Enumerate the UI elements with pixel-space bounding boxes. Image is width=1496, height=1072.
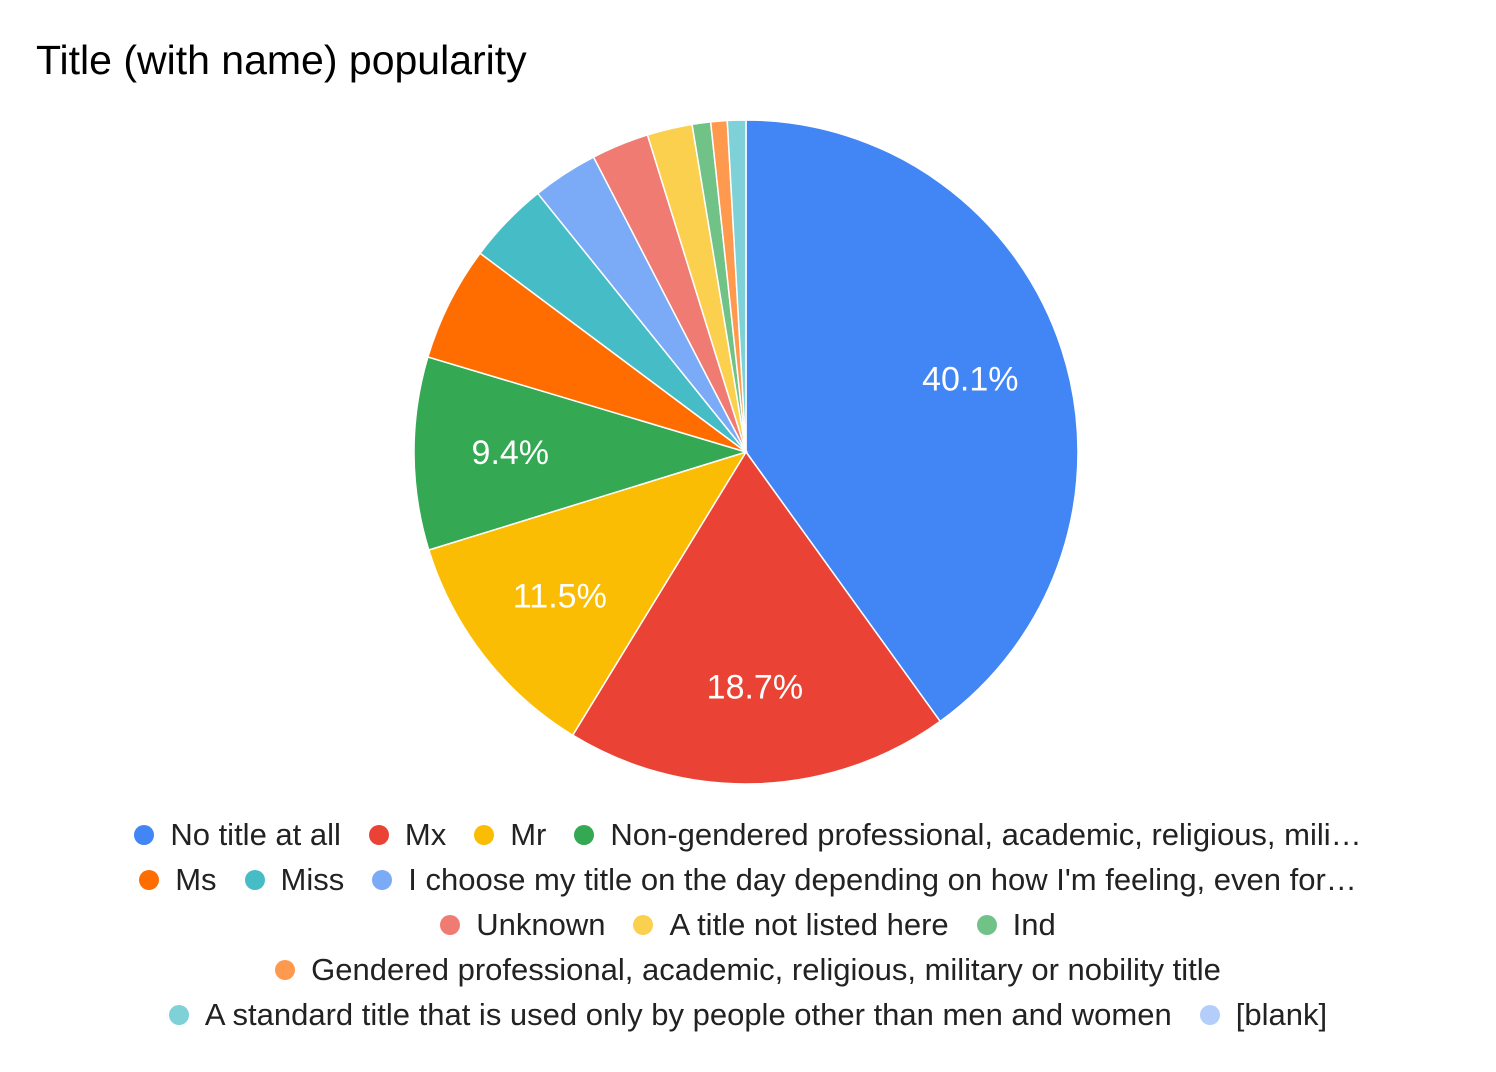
pie-chart: 40.1% 18.7% 11.5% 9.4%: [413, 119, 1079, 785]
legend-label: [blank]: [1235, 996, 1328, 1032]
legend-label: A standard title that is used only by pe…: [204, 996, 1172, 1032]
legend-label: Mr: [510, 816, 547, 852]
pie-slice[interactable]: [413, 356, 749, 551]
legend-swatch: [574, 824, 595, 845]
slice-data-label: 11.5%: [513, 578, 607, 616]
legend-item[interactable]: [blank]: [1199, 996, 1328, 1033]
legend-item[interactable]: Mr: [474, 817, 546, 853]
legend-row: Ms Miss I choose my title on the day dep…: [0, 857, 1496, 902]
legend-label: Non-gendered professional, academic, rel…: [610, 816, 1362, 852]
legend-item[interactable]: Miss: [244, 861, 345, 898]
legend-swatch: [368, 824, 389, 845]
legend-swatch: [1199, 1004, 1220, 1025]
pie-slice[interactable]: [745, 119, 1079, 723]
legend-row: No title at all Mx Mr Non-gendered profe…: [0, 812, 1496, 857]
legend-swatch: [976, 914, 997, 935]
legend-swatch: [139, 869, 160, 890]
legend-label: Mx: [404, 816, 447, 852]
legend-row: Gendered professional, academic, religio…: [0, 947, 1496, 992]
legend-label: Ind: [1012, 906, 1056, 942]
pie-slice[interactable]: [726, 119, 747, 453]
pie-slice[interactable]: [427, 450, 748, 737]
slice-data-label: 9.4%: [472, 434, 550, 472]
legend-item[interactable]: I choose my title on the day depending o…: [372, 862, 1357, 898]
legend-row: A standard title that is used only by pe…: [0, 992, 1496, 1037]
chart-title: Title (with name) popularity: [36, 37, 527, 83]
legend-label: No title at all: [170, 816, 341, 852]
slice-data-label: 18.7%: [707, 669, 803, 707]
legend-item[interactable]: Unknown: [440, 907, 605, 943]
legend-item[interactable]: Mx: [368, 816, 447, 853]
legend-swatch: [275, 959, 296, 980]
legend-swatch: [633, 914, 654, 935]
legend-label: Miss: [280, 861, 345, 897]
legend-swatch: [440, 914, 461, 935]
legend-item[interactable]: Ms: [139, 861, 217, 898]
legend-swatch: [244, 869, 265, 890]
legend-label: Ms: [175, 861, 217, 897]
legend-item[interactable]: A standard title that is used only by pe…: [168, 996, 1172, 1033]
legend-label: Gendered professional, academic, religio…: [311, 951, 1221, 987]
legend-item[interactable]: A title not listed here: [633, 906, 949, 943]
legend-swatch: [372, 869, 393, 890]
legend-row: Unknown A title not listed here Ind: [0, 902, 1496, 947]
legend-label: A title not listed here: [669, 906, 949, 942]
chart-legend: No title at all Mx Mr Non-gendered profe…: [0, 812, 1496, 1037]
legend-swatch: [474, 824, 495, 845]
legend-item[interactable]: Ind: [976, 906, 1056, 943]
legend-swatch: [134, 824, 155, 845]
legend-swatch: [168, 1004, 189, 1025]
slice-data-label: 40.1%: [922, 361, 1018, 399]
legend-item[interactable]: No title at all: [134, 817, 341, 853]
legend-item[interactable]: Non-gendered professional, academic, rel…: [574, 816, 1362, 853]
pie-slice[interactable]: [571, 450, 942, 785]
legend-label: Unknown: [476, 906, 606, 942]
legend-item[interactable]: Gendered professional, academic, religio…: [275, 952, 1221, 988]
legend-label: I choose my title on the day depending o…: [408, 861, 1357, 897]
